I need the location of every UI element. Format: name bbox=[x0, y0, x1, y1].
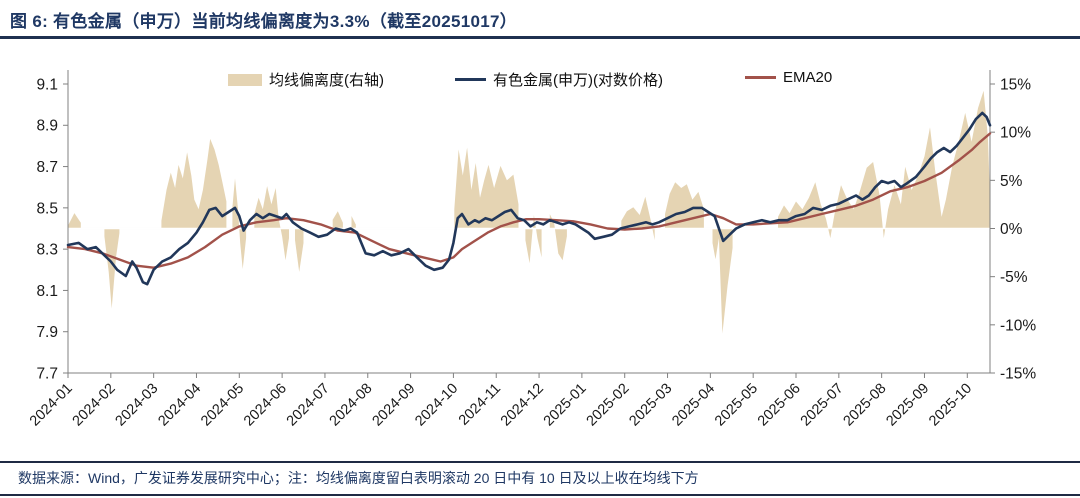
svg-text:2024-07: 2024-07 bbox=[284, 381, 333, 430]
title-rule bbox=[0, 36, 1080, 39]
svg-text:15%: 15% bbox=[1000, 76, 1031, 93]
legend-line-price bbox=[455, 78, 486, 81]
svg-text:2024-04: 2024-04 bbox=[155, 381, 204, 430]
legend-item-price: 有色金属(申万)(对数价格) bbox=[455, 69, 663, 90]
legend-label-deviation: 均线偏离度(右轴) bbox=[269, 72, 384, 89]
svg-text:2024-09: 2024-09 bbox=[369, 381, 418, 430]
source-note: 数据来源：Wind，广发证券发展研究中心；注：均线偏离度留白表明滚动 20 日中… bbox=[18, 470, 699, 486]
svg-text:2024-08: 2024-08 bbox=[327, 381, 376, 430]
svg-text:2025-01: 2025-01 bbox=[541, 381, 590, 430]
svg-text:2025-05: 2025-05 bbox=[712, 381, 761, 430]
svg-text:7.9: 7.9 bbox=[36, 324, 58, 341]
footer-rule-bottom bbox=[0, 494, 1080, 496]
deviation-area bbox=[68, 90, 990, 334]
legend-swatch-deviation-area bbox=[228, 73, 262, 86]
svg-text:2024-06: 2024-06 bbox=[241, 381, 290, 430]
left-axis: 9.1 8.9 8.7 8.5 8.3 8.1 7.9 7.7 bbox=[36, 76, 68, 382]
svg-text:2025-10: 2025-10 bbox=[926, 381, 975, 430]
svg-text:8.9: 8.9 bbox=[36, 118, 58, 135]
x-axis: 2024-012024-022024-032024-042024-052024-… bbox=[27, 373, 975, 429]
svg-text:2024-01: 2024-01 bbox=[27, 381, 76, 430]
svg-text:-10%: -10% bbox=[1000, 317, 1036, 334]
svg-text:2025-08: 2025-08 bbox=[841, 381, 890, 430]
svg-text:2024-05: 2024-05 bbox=[198, 381, 247, 430]
right-axis: 15% 10% 5% 0% -5% -10% -15% bbox=[990, 76, 1036, 382]
svg-text:8.7: 8.7 bbox=[36, 159, 58, 176]
legend-label-price: 有色金属(申万)(对数价格) bbox=[493, 72, 663, 89]
legend-item-ema20: EMA20 bbox=[745, 69, 832, 86]
ema20-line bbox=[66, 132, 992, 269]
legend-item-deviation: 均线偏离度(右轴) bbox=[228, 69, 384, 90]
svg-text:2024-12: 2024-12 bbox=[498, 381, 547, 430]
svg-text:8.5: 8.5 bbox=[36, 200, 58, 217]
svg-text:10%: 10% bbox=[1000, 125, 1031, 142]
svg-text:2025-06: 2025-06 bbox=[755, 381, 804, 430]
svg-text:9.1: 9.1 bbox=[36, 76, 58, 93]
legend-label-ema20: EMA20 bbox=[783, 69, 833, 86]
figure-title: 图 6: 有色金属（申万）当前均线偏离度为3.3%（截至20251017） bbox=[10, 12, 518, 31]
svg-text:7.7: 7.7 bbox=[36, 365, 58, 382]
svg-text:2025-04: 2025-04 bbox=[669, 381, 718, 430]
svg-text:2024-03: 2024-03 bbox=[113, 381, 162, 430]
chart-legend: 均线偏离度(右轴) 有色金属(申万)(对数价格) EMA20 bbox=[0, 66, 1080, 90]
svg-text:2025-03: 2025-03 bbox=[626, 381, 675, 430]
svg-text:2025-07: 2025-07 bbox=[798, 381, 847, 430]
svg-text:8.3: 8.3 bbox=[36, 242, 58, 259]
svg-text:8.1: 8.1 bbox=[36, 283, 58, 300]
legend-line-ema20 bbox=[745, 76, 776, 79]
svg-text:2024-11: 2024-11 bbox=[456, 381, 504, 429]
svg-text:0%: 0% bbox=[1000, 221, 1023, 238]
axes bbox=[67, 70, 991, 374]
svg-text:2024-02: 2024-02 bbox=[70, 381, 119, 430]
svg-text:-5%: -5% bbox=[1000, 269, 1028, 286]
svg-text:2024-10: 2024-10 bbox=[412, 381, 461, 430]
svg-text:2025-02: 2025-02 bbox=[584, 381, 633, 430]
footer-rule-top bbox=[0, 461, 1080, 463]
svg-text:5%: 5% bbox=[1000, 173, 1023, 190]
price-line bbox=[66, 111, 992, 286]
svg-text:2025-09: 2025-09 bbox=[883, 381, 932, 430]
svg-text:-15%: -15% bbox=[1000, 365, 1036, 382]
